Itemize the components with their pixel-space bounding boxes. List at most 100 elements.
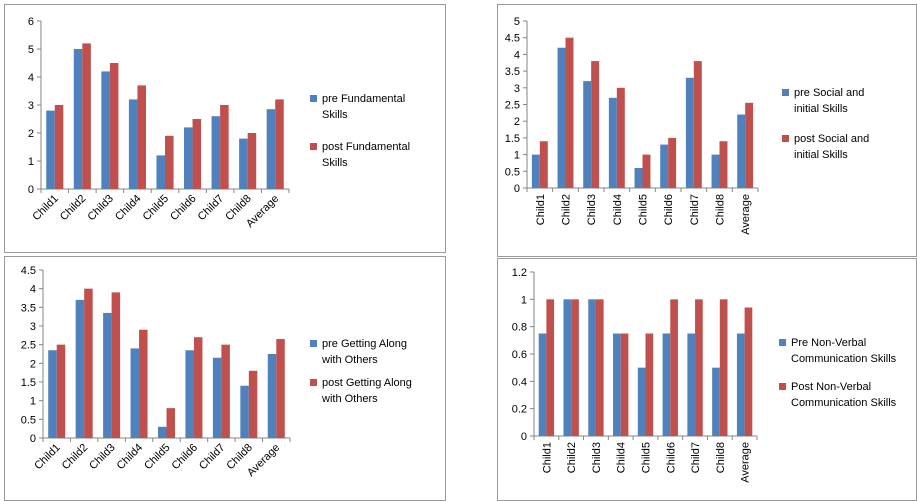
bar-post: [82, 43, 91, 190]
y-tick-label: 2.5: [505, 100, 520, 112]
bar-pre: [737, 114, 746, 188]
legend-label: post Social and initial Skills: [794, 133, 869, 161]
y-tick-label: 0: [521, 431, 527, 443]
bar-pre: [637, 367, 646, 436]
bar-post: [220, 105, 229, 189]
bar-post: [248, 370, 258, 438]
x-tick-label: Child6: [168, 193, 199, 224]
y-tick-label: 4: [514, 49, 520, 61]
bar-pre: [185, 350, 194, 438]
bar-pre: [211, 116, 221, 189]
bar-pre: [101, 71, 110, 189]
x-tick-label: Child1: [535, 194, 547, 225]
bar-post: [668, 137, 677, 188]
bar-pre: [608, 97, 617, 188]
bar-post: [276, 339, 285, 438]
x-tick-label: Child8: [715, 442, 727, 473]
legend-swatch: [779, 339, 786, 346]
y-tick-label: 2: [28, 128, 34, 140]
bar-pre: [267, 354, 277, 438]
y-tick-label: 1: [30, 396, 36, 408]
bar-pre: [662, 333, 671, 436]
bar-post: [670, 299, 678, 436]
x-tick-label: Child3: [591, 442, 603, 473]
x-tick-label: Child2: [566, 442, 578, 473]
bar-pre: [583, 81, 592, 188]
x-tick-label: Child6: [663, 194, 675, 225]
x-tick-label: Child5: [641, 442, 653, 473]
x-tick-label: Child1: [32, 442, 63, 473]
bar-post: [695, 299, 703, 436]
bar-post: [109, 63, 119, 189]
bar-post: [616, 87, 625, 188]
bar-post: [193, 337, 203, 438]
y-tick-label: 1: [28, 156, 34, 168]
bar-pre: [157, 426, 167, 438]
y-tick-label: 3.5: [21, 302, 36, 314]
bar-post: [591, 61, 600, 188]
x-tick-label: Average: [740, 194, 752, 235]
y-tick-label: 4: [28, 72, 34, 84]
y-tick-label: 0: [514, 183, 520, 195]
bar-pre: [103, 312, 112, 438]
bar-post: [54, 105, 64, 189]
bar-pre: [73, 49, 83, 189]
y-tick-label: 1: [514, 150, 520, 162]
x-tick-label: Child3: [586, 194, 598, 225]
bar-post: [84, 288, 93, 438]
legend-swatch: [310, 379, 317, 386]
chart-social-skills: 0 0.5 1 1.5 2 2.5 3 3.5 4 4.5 5 Child1 Child2 Child3 C…: [505, 16, 870, 235]
x-tick-label: Child6: [665, 442, 677, 473]
y-tick-label: 5: [28, 44, 34, 56]
bar-post: [565, 37, 574, 189]
bar-post: [166, 408, 176, 438]
bar-pre: [156, 155, 165, 189]
x-tick-label: Child5: [142, 442, 173, 473]
bar-post: [111, 292, 121, 438]
bar-post: [539, 141, 548, 188]
bar-pre: [660, 144, 669, 188]
bar-post: [137, 85, 146, 189]
bar-pre: [563, 299, 572, 436]
chart-fundamental-skills: 0123456Child1Child2Child3Child4Child5Chi…: [28, 16, 410, 230]
bar-post: [275, 99, 284, 189]
y-tick-label: 0.6: [512, 349, 527, 361]
x-tick-label: Child7: [197, 442, 228, 473]
x-tick-label: Child1: [541, 442, 553, 473]
bar-post: [247, 133, 257, 189]
legend-swatch: [310, 95, 317, 102]
x-tick-label: Child5: [638, 194, 650, 225]
bar-pre: [266, 109, 276, 189]
x-tick-label: Child2: [561, 194, 573, 225]
bar-pre: [538, 333, 547, 436]
bar-post: [642, 154, 651, 188]
legend-label: Pre Non-Verbal Communication Skills: [791, 337, 897, 365]
x-tick-label: Child1: [30, 193, 61, 224]
y-tick-label: 5: [514, 16, 520, 28]
bar-pre: [240, 385, 249, 438]
legend-swatch: [310, 340, 317, 347]
chart-getting-along: 00.511.522.533.544.5Child1Child2Child3Ch…: [21, 265, 412, 479]
bar-pre: [46, 110, 55, 189]
y-tick-label: 4.5: [21, 265, 36, 277]
y-tick-label: 2.5: [21, 340, 36, 352]
chart-non-verbal: 0 0.2 0.4 0.6 0.8 1 1.2 Child1 Child2 Child3 Child…: [512, 267, 897, 483]
bar-post: [620, 333, 629, 436]
y-tick-label: 3.5: [505, 66, 520, 78]
bar-pre: [128, 99, 138, 189]
bar-post: [719, 299, 728, 436]
y-tick-label: 4.5: [505, 33, 520, 45]
legend-label: post Getting Along with Others: [321, 377, 412, 405]
bar-post: [571, 299, 579, 436]
bar-post: [595, 299, 604, 436]
x-tick-label: Child4: [115, 442, 146, 473]
legend-swatch: [782, 89, 789, 96]
x-tick-label: Child3: [85, 193, 116, 224]
bar-pre: [588, 299, 596, 436]
bar-post: [693, 61, 702, 188]
x-tick-label: Child5: [141, 193, 172, 224]
bar-post: [546, 299, 555, 436]
bar-post: [744, 307, 753, 436]
y-tick-label: 0: [30, 433, 36, 445]
y-tick-label: 2: [514, 116, 520, 128]
